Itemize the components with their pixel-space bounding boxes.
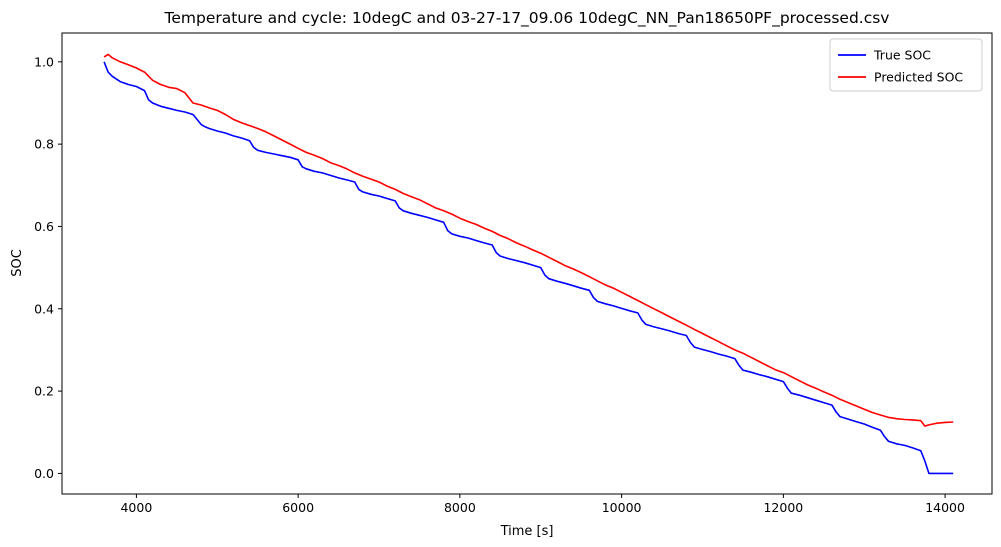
y-tick-label: 0.8	[34, 137, 54, 152]
plot-area: 4000 6000 8000 10000 12000 14000 0.0 0.2 0.4 0.6 0…	[34, 32, 993, 515]
x-tick-label: 6000	[282, 500, 314, 515]
axes-frame	[61, 32, 993, 495]
x-tick-label: 4000	[120, 500, 152, 515]
legend-label-true-soc: True SOC	[873, 48, 931, 63]
x-tick-label: 14000	[925, 500, 965, 515]
legend: True SOC Predicted SOC	[829, 38, 983, 92]
series-line-true-soc	[103, 61, 954, 475]
y-tick-label: 1.0	[34, 54, 54, 69]
chart-title: Temperature and cycle: 10degC and 03-27-…	[164, 9, 890, 28]
legend-label-predicted-soc: Predicted SOC	[874, 70, 963, 85]
y-tick-label: 0.2	[34, 384, 54, 399]
y-tick-label: 0.0	[34, 466, 54, 481]
x-tick-label: 12000	[763, 500, 803, 515]
x-tick-label: 8000	[444, 500, 476, 515]
legend-box	[829, 38, 983, 92]
y-tick-label: 0.6	[34, 219, 54, 234]
x-axis-label: Time [s]	[500, 524, 554, 539]
x-tick-label: 10000	[602, 500, 642, 515]
y-tick-label: 0.4	[34, 301, 54, 316]
y-axis-label: SOC	[10, 249, 25, 277]
series-line-predicted-soc	[103, 53, 954, 427]
